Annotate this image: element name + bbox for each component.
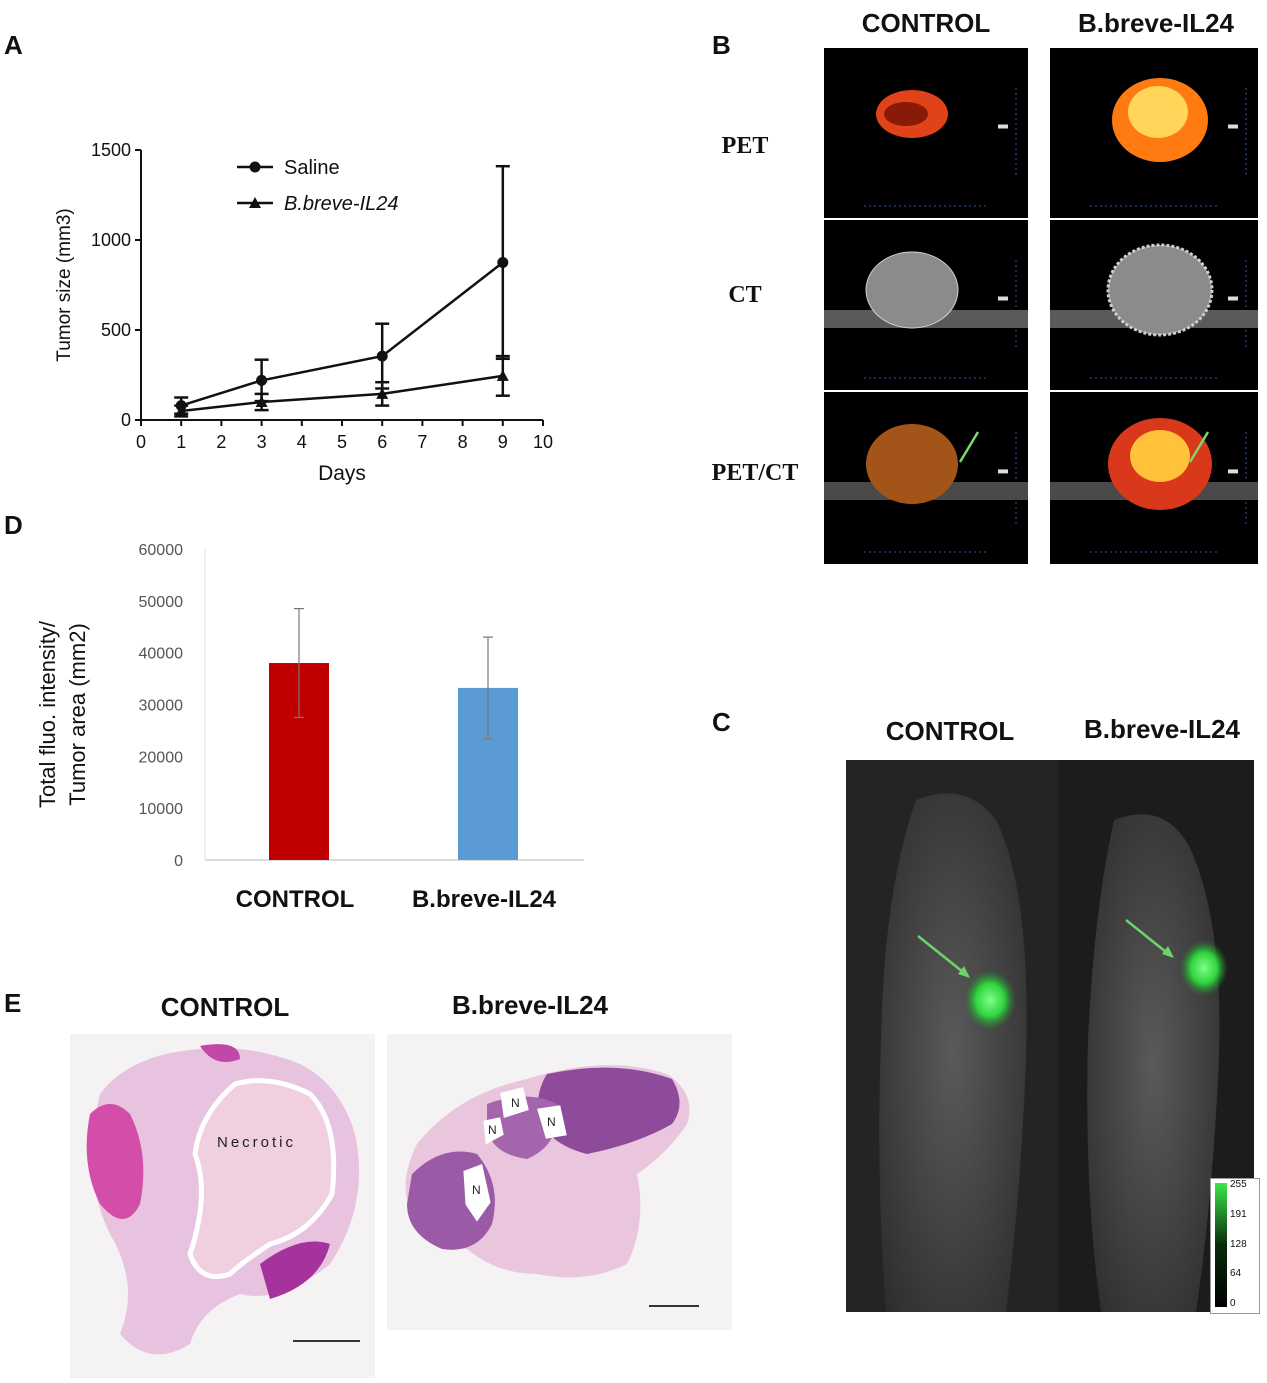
tumor-fluorescence-il24: [1180, 940, 1228, 996]
x-tick-label: 4: [297, 432, 307, 452]
necrosis-marker: N: [547, 1115, 556, 1129]
y-axis-label-line2: Tumor area (mm2): [65, 623, 90, 806]
tumor-fluorescence-control: [964, 970, 1016, 1030]
y-tick-label: 40000: [139, 646, 184, 663]
panel-letter-c: C: [712, 707, 731, 737]
fluorescence-bar-chart: 0 10000 20000 30000 40000 50000 60000 CONTROL B.…: [35, 542, 584, 913]
x-tick-label: 1: [176, 432, 186, 452]
colorbar: 255 191 128 64 0: [1210, 1178, 1260, 1314]
pet-column-header-il24: B.breve-IL24: [1077, 8, 1235, 38]
row-label-pet: PET: [721, 133, 769, 159]
series-line: [181, 374, 503, 413]
colorbar-tick-255: 255: [1230, 1179, 1247, 1190]
row-label-ct: CT: [728, 282, 762, 308]
y-tick-label: 500: [101, 320, 131, 340]
x-tick-label: 10: [533, 432, 553, 452]
histology-control: Necrotic: [70, 1034, 375, 1378]
x-category-label: B.breve-IL24: [412, 886, 557, 913]
x-tick-label: 7: [417, 432, 427, 452]
x-tick-label: 3: [257, 432, 267, 452]
x-tick-label: 5: [337, 432, 347, 452]
necrotic-label: Necrotic: [217, 1134, 296, 1151]
colorbar-tick-191: 191: [1230, 1209, 1247, 1220]
y-tick-label: 1500: [91, 140, 131, 160]
legend-label: Saline: [284, 157, 340, 179]
y-tick-label: 1000: [91, 230, 131, 250]
scan-ct-il24: [1050, 220, 1258, 390]
scan-petct-il24: [1050, 392, 1258, 564]
y-tick-label: 0: [121, 410, 131, 430]
data-point: [497, 257, 509, 268]
x-category-label: CONTROL: [236, 886, 355, 913]
data-point: [376, 387, 389, 399]
data-point: [376, 350, 388, 362]
colorbar-tick-64: 64: [1230, 1268, 1242, 1279]
y-tick-label: 30000: [139, 698, 184, 715]
data-point: [175, 405, 188, 416]
y-axis-label: Total fluo. intensity/Tumor area (mm2): [35, 620, 90, 808]
necrosis-marker: N: [511, 1096, 520, 1110]
scan-petct-control: [824, 392, 1028, 564]
y-tick-label: 20000: [139, 749, 184, 766]
necrosis-marker: N: [488, 1123, 497, 1137]
histology-header-control: CONTROL: [160, 992, 290, 1022]
series-line: [180, 261, 504, 407]
x-tick-label: 6: [377, 432, 387, 452]
pet-column-header-control: CONTROL: [861, 8, 991, 38]
data-point: [256, 374, 268, 386]
colorbar-tick-0: 0: [1230, 1298, 1236, 1309]
mouse-control: [879, 793, 1027, 1312]
tumor-size-line-chart: 0 1 2 3 4 5 6 7 8 9 10 0 500 1000 1500 Days Tumor size (…: [54, 140, 553, 485]
x-tick-label: 0: [136, 432, 146, 452]
y-tick-label: 60000: [139, 542, 184, 559]
y-tick-label: 0: [174, 853, 183, 870]
scan-ct-control: [824, 220, 1028, 390]
x-axis-label: Days: [318, 462, 366, 485]
data-point: [496, 369, 509, 381]
fluor-column-header-il24: B.breve-IL24: [1083, 714, 1241, 744]
necrosis-marker: N: [472, 1183, 481, 1197]
histology-il24: N N N N: [387, 1034, 732, 1330]
scan-pet-control: [824, 48, 1028, 218]
colorbar-tick-128: 128: [1230, 1239, 1247, 1250]
row-label-pet-ct: PET/CT: [711, 460, 799, 486]
colorbar-gradient: [1215, 1183, 1227, 1307]
panel-letter-a: A: [4, 30, 23, 60]
y-tick-label: 10000: [139, 801, 184, 818]
x-tick-label: 8: [458, 432, 468, 452]
panel-letter-e: E: [4, 988, 22, 1018]
scan-pet-il24: [1050, 48, 1258, 218]
x-tick-label: 2: [216, 432, 226, 452]
panel-letter-b: B: [712, 30, 731, 60]
y-axis-label-line1: Total fluo. intensity/: [35, 620, 60, 808]
panel-letter-d: D: [4, 510, 23, 540]
x-tick-label: 9: [498, 432, 508, 452]
mouse-il24: [1087, 814, 1220, 1312]
histology-header-il24: B.breve-IL24: [451, 990, 609, 1020]
legend-marker: [249, 161, 261, 173]
y-tick-label: 50000: [139, 594, 184, 611]
legend-label: B.breve-IL24: [284, 193, 399, 215]
legend-marker: [249, 197, 261, 208]
fluor-column-header-control: CONTROL: [885, 716, 1015, 746]
y-axis-label: Tumor size (mm3): [54, 208, 75, 361]
fluorescence-image: [846, 760, 1254, 1312]
data-point: [255, 396, 268, 407]
